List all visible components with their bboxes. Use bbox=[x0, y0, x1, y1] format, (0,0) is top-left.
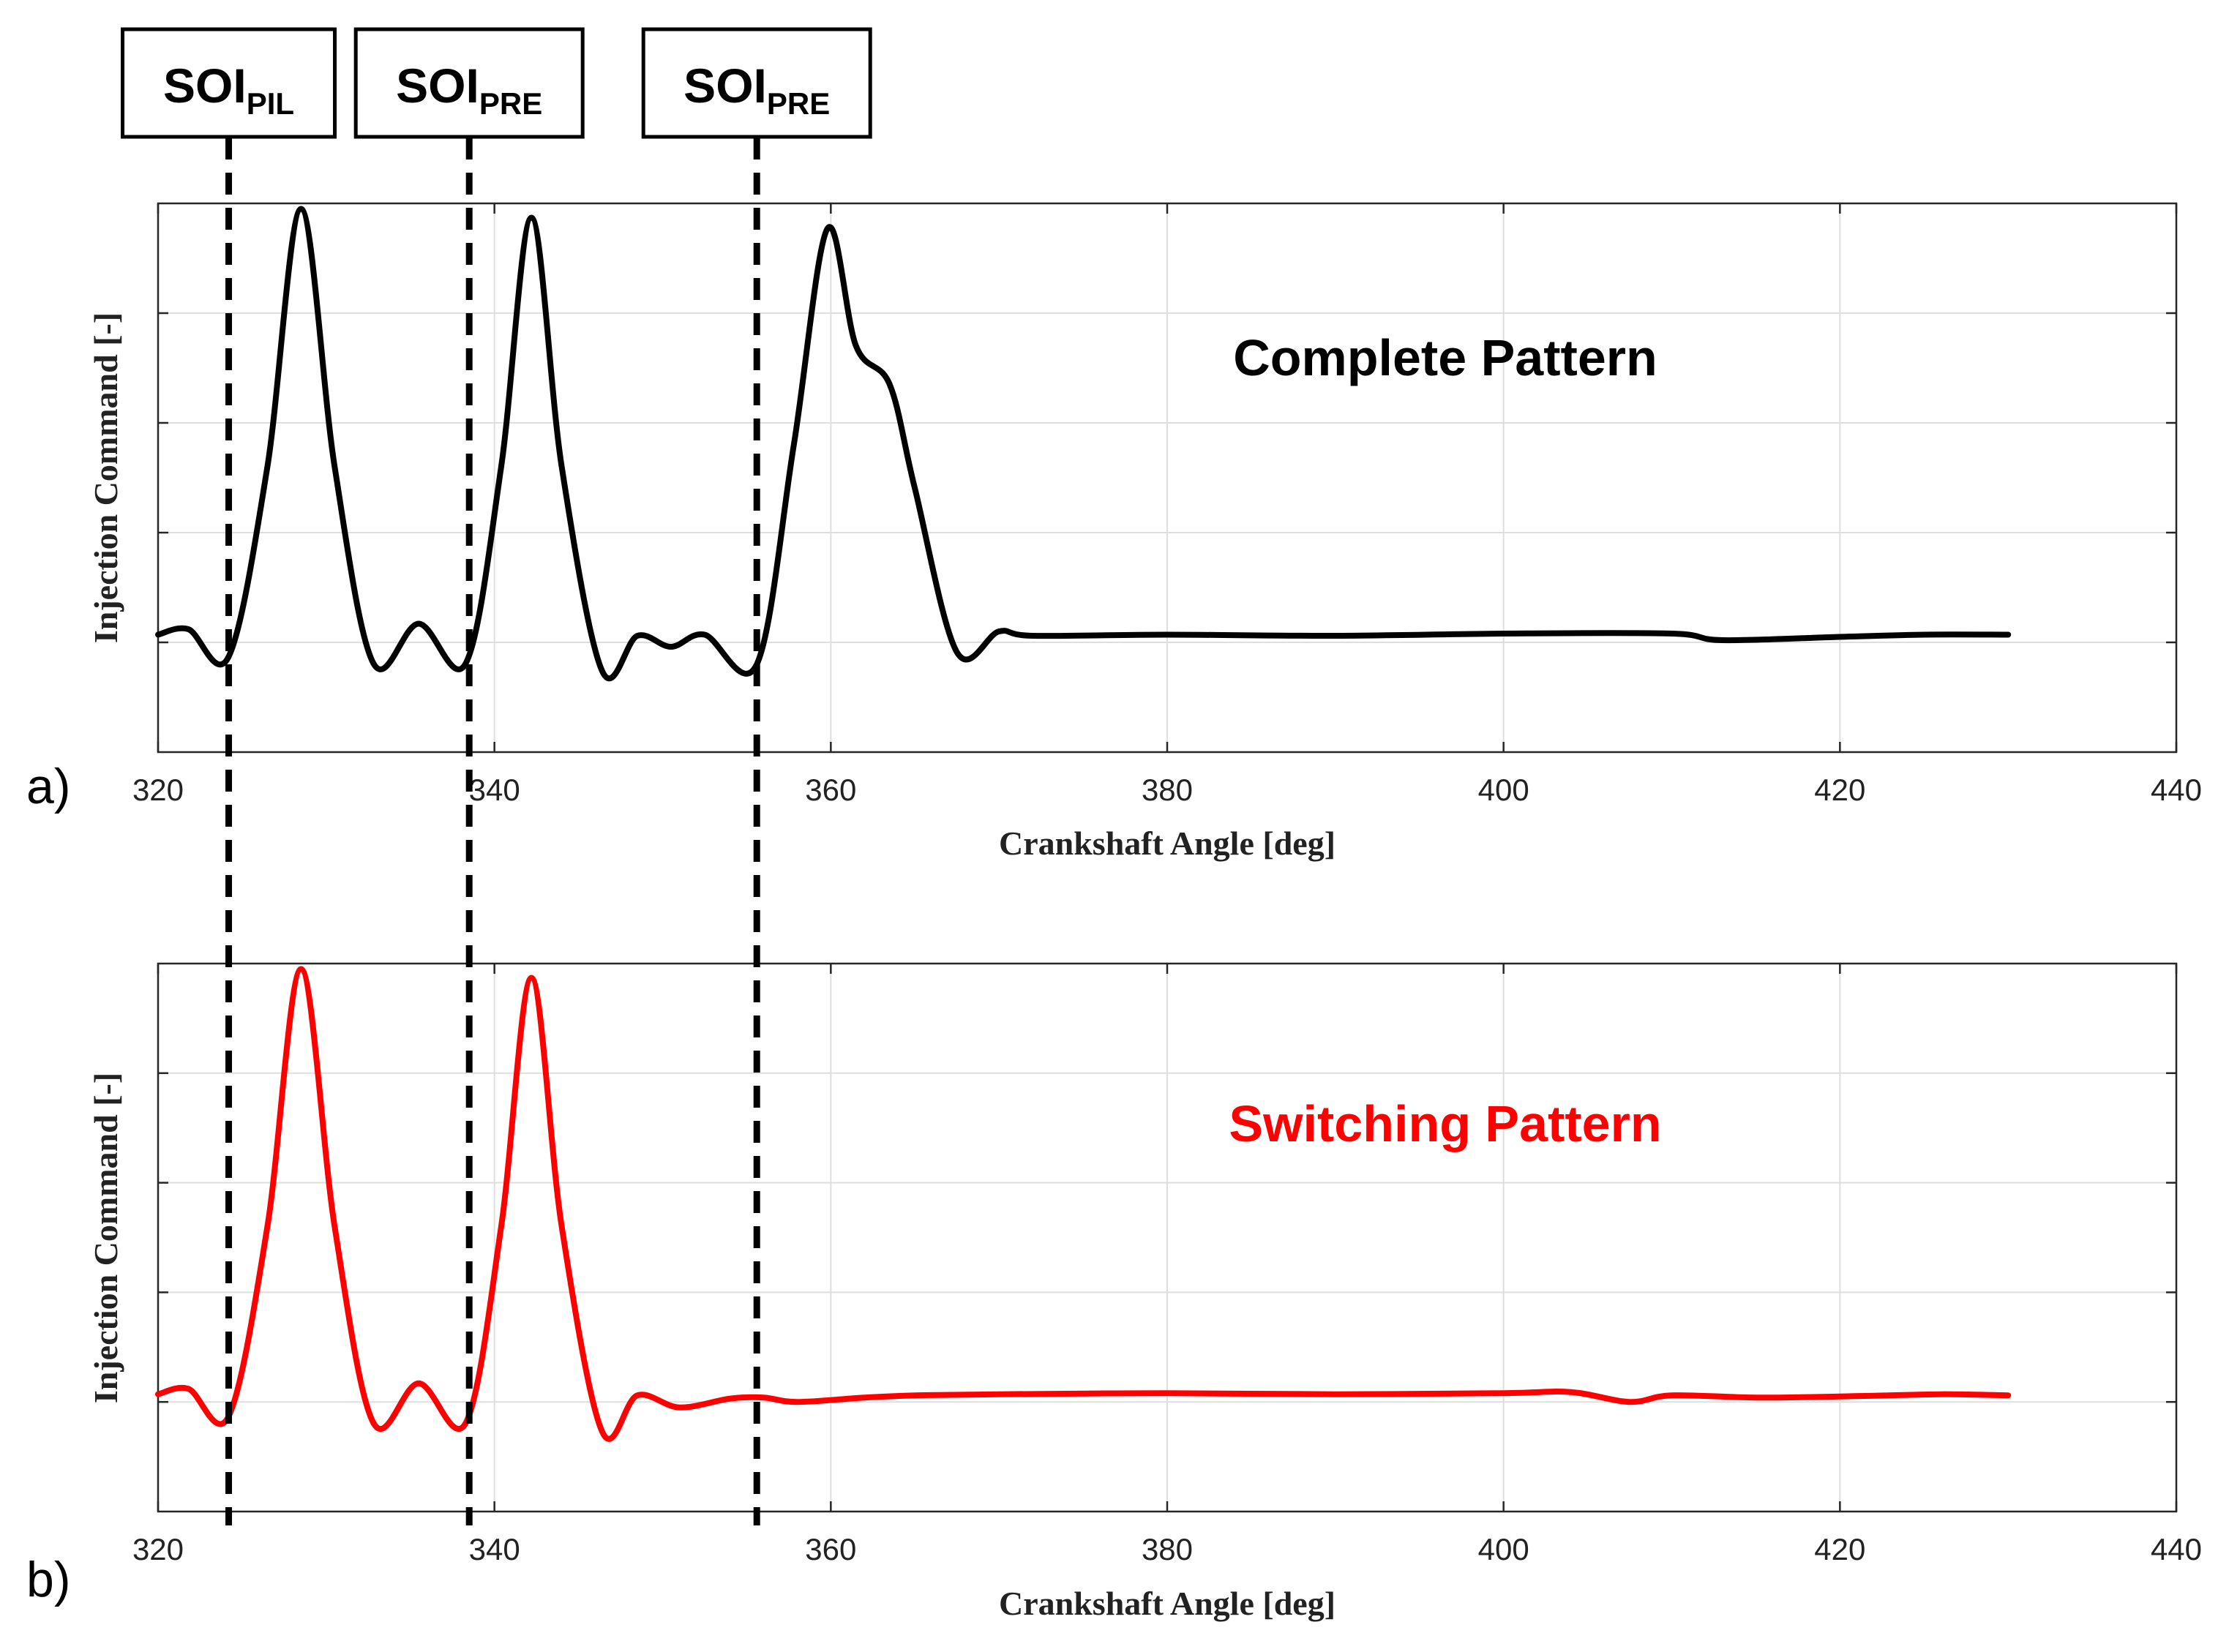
panel-a-grid bbox=[158, 203, 2176, 752]
panel-b-xtick-label: 320 bbox=[132, 1532, 184, 1566]
panel-b-grid bbox=[158, 964, 2176, 1512]
soi-markers: SOIPIL SOIPRE SOIPRE bbox=[121, 27, 872, 1525]
panel-a-xtick-label: 380 bbox=[1142, 773, 1193, 807]
panel-b-xtick-label: 440 bbox=[2151, 1532, 2202, 1566]
panel-a-xtick-label: 320 bbox=[132, 773, 184, 807]
panel-a-letter: a) bbox=[26, 759, 70, 814]
panel-a-xtick-label: 400 bbox=[1478, 773, 1529, 807]
panel-b-letter: b) bbox=[26, 1552, 70, 1607]
soi-pre-2-label-box bbox=[641, 27, 872, 139]
panel-b-x-axis-label: Crankshaft Angle [deg] bbox=[999, 1585, 1335, 1622]
soi-marker-pil: SOIPIL bbox=[121, 27, 337, 1525]
soi-pil-label: SOIPIL bbox=[163, 59, 294, 121]
panel-a-xtick-label: 340 bbox=[469, 773, 520, 807]
panel-b-xtick-label: 360 bbox=[805, 1532, 856, 1566]
panel-b-xtick-label: 420 bbox=[1814, 1532, 1865, 1566]
panel-a-tick-labels: 320 340 360 380 400 420 440 bbox=[132, 773, 2202, 807]
panel-b-tick-labels: 320 340 360 380 400 420 440 bbox=[132, 1532, 2202, 1566]
soi-pre-2-label: SOIPRE bbox=[683, 59, 830, 121]
panel-b-y-axis-label: Injection Command [-] bbox=[87, 1073, 124, 1403]
panel-a-xtick-label: 420 bbox=[1814, 773, 1865, 807]
soi-pil-label-box bbox=[121, 27, 337, 139]
soi-marker-pre-2: SOIPRE bbox=[641, 27, 872, 1525]
panel-a-xtick-label: 360 bbox=[805, 773, 856, 807]
panel-b-xtick-label: 340 bbox=[469, 1532, 520, 1566]
panel-a-complete-pattern: 320 340 360 380 400 420 440 Crankshaft Angle [… bbox=[26, 202, 2202, 862]
panel-a-annotation: Complete Pattern bbox=[1233, 329, 1657, 386]
panel-b-switching-pattern: 320 340 360 380 400 420 440 Crankshaft Angle [… bbox=[26, 962, 2202, 1622]
panel-a-x-axis-label: Crankshaft Angle [deg] bbox=[999, 825, 1335, 862]
panel-a-y-axis-label: Injection Command [-] bbox=[87, 312, 124, 643]
panel-b-xtick-label: 380 bbox=[1142, 1532, 1193, 1566]
panel-a-tick-marks bbox=[157, 203, 2178, 752]
soi-marker-pre-1: SOIPRE bbox=[353, 27, 585, 1525]
panel-a-series-line bbox=[155, 206, 2012, 682]
panel-b-tick-marks bbox=[157, 964, 2178, 1512]
panel-b-series-line bbox=[155, 966, 2012, 1442]
panel-b-annotation: Switching Pattern bbox=[1229, 1095, 1661, 1152]
soi-pre-1-label-box bbox=[353, 27, 585, 139]
soi-pre-1-label: SOIPRE bbox=[396, 59, 542, 121]
panel-a-xtick-label: 440 bbox=[2151, 773, 2202, 807]
panel-b-xtick-label: 400 bbox=[1478, 1532, 1529, 1566]
